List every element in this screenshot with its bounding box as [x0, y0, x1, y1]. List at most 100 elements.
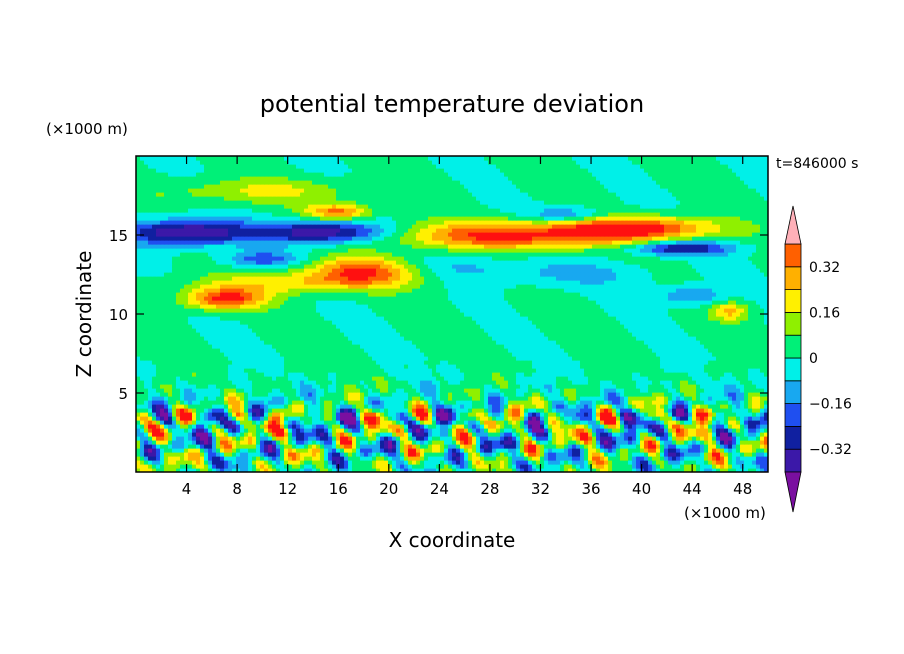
contour-cell [272, 376, 277, 381]
contour-cell [204, 448, 209, 453]
contour-cell [308, 400, 313, 405]
contour-cell [268, 408, 273, 413]
contour-cell [452, 384, 457, 389]
contour-cell [544, 404, 549, 409]
contour-cell [268, 452, 273, 457]
contour-cell [196, 468, 201, 472]
contour-cell [188, 424, 193, 429]
contour-cell [144, 424, 149, 429]
contour-cell [376, 456, 381, 461]
contour-cell [636, 412, 641, 417]
contour-cell [324, 432, 329, 437]
contour-cell [460, 408, 465, 413]
contour-cell [608, 444, 613, 449]
contour-cell [312, 344, 317, 349]
contour-cell [576, 420, 581, 425]
contour-cell [284, 456, 289, 461]
contour-cell [288, 440, 293, 445]
contour-cell [528, 412, 533, 417]
contour-cell [424, 404, 429, 409]
contour-cell [492, 468, 497, 472]
contour-cell [700, 376, 705, 381]
contour-cell [464, 356, 469, 361]
contour-cell [740, 452, 745, 457]
contour-cell [240, 372, 245, 377]
contour-cell [764, 460, 768, 465]
contour-cell [648, 448, 653, 453]
contour-cell [616, 404, 621, 409]
contour-cell [224, 424, 229, 429]
contour-cell [728, 348, 733, 353]
contour-cell [376, 420, 381, 425]
contour-cell [152, 348, 157, 353]
contour-cell [504, 392, 509, 397]
contour-cell [364, 464, 369, 469]
contour-cell [400, 344, 405, 349]
contour-cell [540, 400, 545, 405]
contour-cell [364, 396, 369, 401]
contour-cell [348, 464, 353, 469]
contour-cell [752, 416, 757, 421]
contour-cell [284, 352, 289, 357]
contour-cell [184, 452, 189, 457]
contour-cell [736, 400, 741, 405]
contour-cell [288, 436, 293, 441]
contour-cell [204, 416, 209, 421]
contour-cell [336, 360, 341, 365]
contour-cell [640, 456, 645, 461]
contour-cell [504, 468, 509, 472]
contour-cell [472, 464, 477, 469]
contour-cell [672, 356, 677, 361]
contour-cell [740, 460, 745, 465]
contour-cell [232, 428, 237, 433]
contour-cell [172, 364, 177, 369]
contour-cell [148, 416, 153, 421]
contour-cell [376, 452, 381, 457]
contour-cell [728, 412, 733, 417]
contour-cell [364, 360, 369, 365]
contour-cell [200, 448, 205, 453]
contour-cell [372, 460, 377, 465]
contour-cell [504, 388, 509, 393]
contour-cell [344, 436, 349, 441]
contour-cell [760, 456, 765, 461]
contour-cell [676, 400, 681, 405]
contour-cell [748, 404, 753, 409]
contour-cell [428, 400, 433, 405]
contour-cell [536, 448, 541, 453]
contour-cell [424, 400, 429, 405]
contour-cell [184, 344, 189, 349]
contour-cell [456, 440, 461, 445]
contour-cell [288, 356, 293, 361]
contour-cell [212, 384, 217, 389]
contour-cell [624, 376, 629, 381]
contour-cell [340, 448, 345, 453]
contour-cell [596, 396, 601, 401]
contour-cell [744, 396, 749, 401]
contour-cell [732, 452, 737, 457]
contour-cell [716, 356, 721, 361]
contour-cell [376, 460, 381, 465]
contour-cell [760, 400, 765, 405]
contour-cell [640, 368, 645, 373]
contour-cell [616, 464, 621, 469]
contour-cell [624, 432, 629, 437]
contour-cell [208, 352, 213, 357]
contour-cell [628, 396, 633, 401]
contour-cell [552, 404, 557, 409]
contour-cell [352, 444, 357, 449]
contour-cell [200, 368, 205, 373]
contour-cell [136, 456, 141, 461]
contour-cell [272, 364, 277, 369]
contour-cell [508, 436, 513, 441]
contour-cell [292, 440, 297, 445]
contour-cell [720, 452, 725, 457]
contour-cell [528, 352, 533, 357]
contour-cell [668, 376, 673, 381]
contour-cell [336, 400, 341, 405]
contour-cell [228, 428, 233, 433]
contour-cell [508, 416, 513, 421]
contour-cell [320, 364, 325, 369]
contour-cell [276, 384, 281, 389]
contour-cell [532, 364, 537, 369]
